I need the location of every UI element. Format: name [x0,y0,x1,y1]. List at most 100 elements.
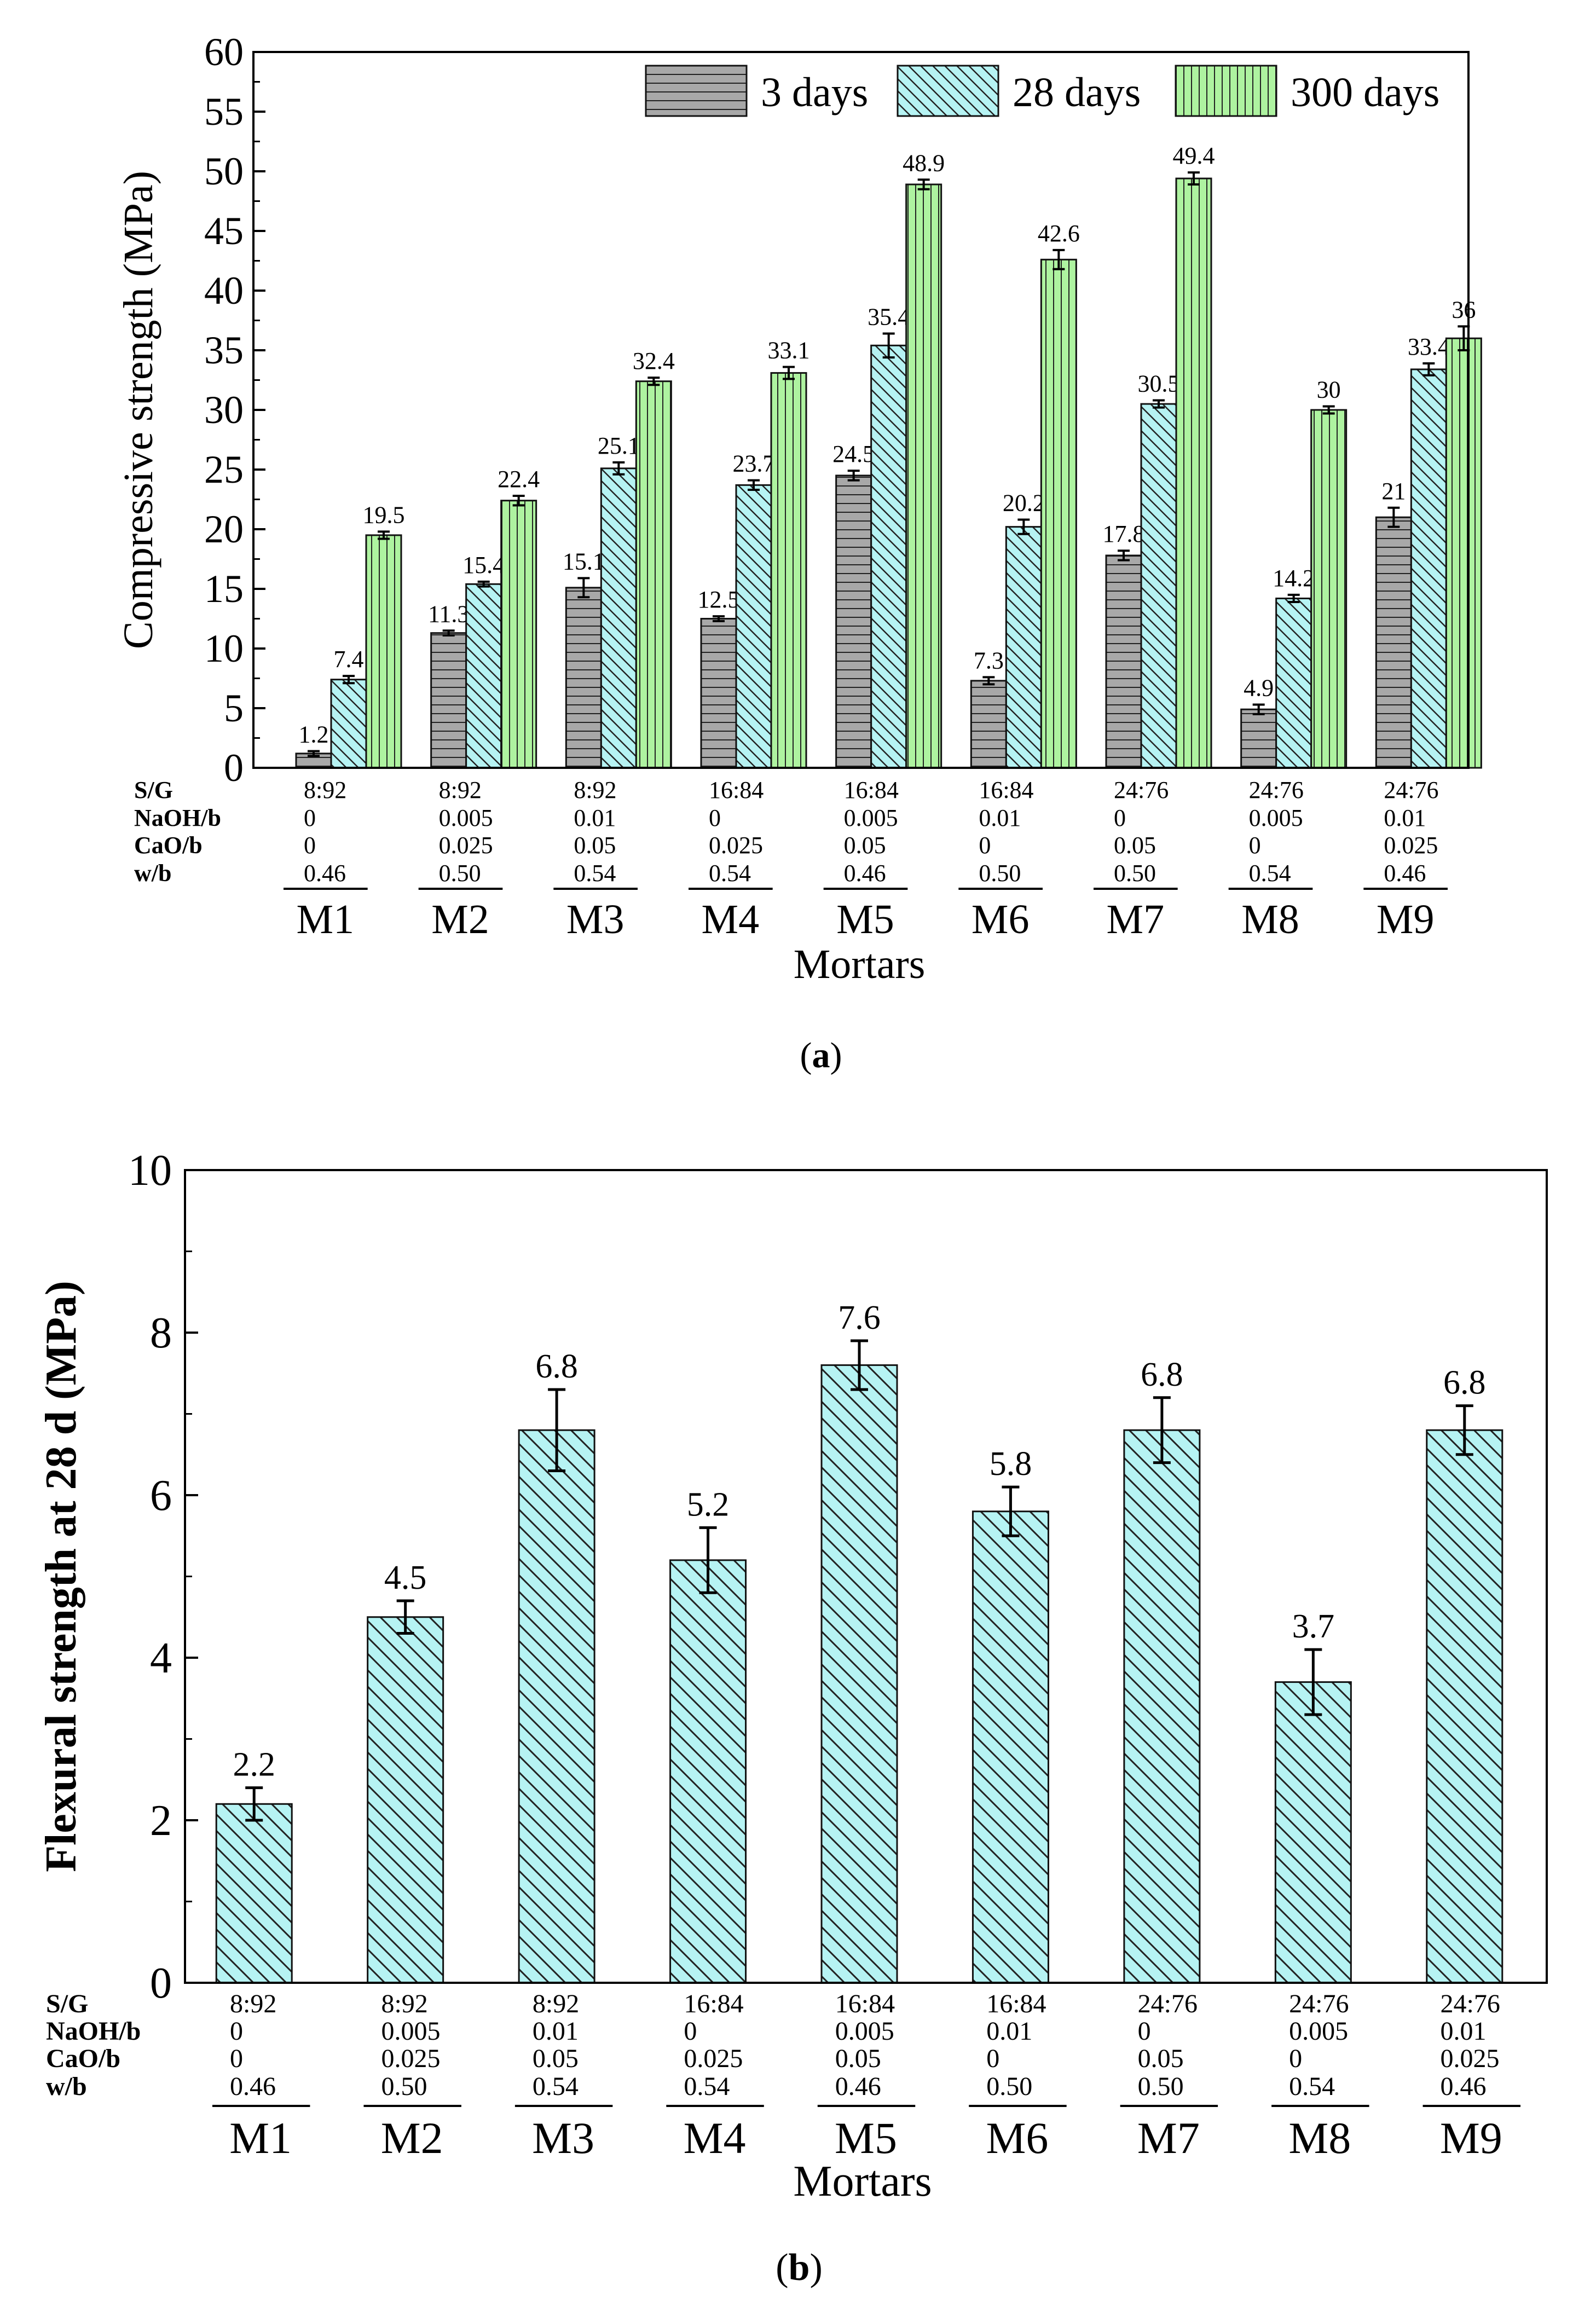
x-tick-label: M6 [986,2113,1048,2163]
param-value: 0 [304,804,316,831]
bar [835,474,872,769]
bar [1105,554,1142,769]
param-value: 0.005 [381,2017,440,2046]
y-tick-label: 8 [150,1309,172,1357]
data-label: 30.5 [1138,371,1180,397]
legend-label: 300 days [1291,70,1439,115]
param-value: 0.01 [574,804,616,831]
param-value: 0.05 [533,2044,579,2073]
param-value: 16:84 [709,777,764,803]
bar [430,632,467,769]
data-label: 1.2 [299,721,329,748]
data-label: 4.5 [384,1559,427,1596]
y-axis-label: Flexural strength at 28 d (MPa) [37,1281,85,1872]
data-label: 5.8 [990,1445,1032,1483]
x-axis-label: Mortars [794,941,926,987]
param-value: 0.50 [1138,2072,1184,2101]
data-label: 33.1 [768,337,810,364]
bar [970,680,1007,769]
panel-label-a: (a) [800,1035,842,1075]
param-value: 0 [979,832,991,859]
param-value: 24:76 [1441,1989,1500,2018]
param-value: 0.05 [1138,2044,1184,2073]
y-tick-label: 30 [204,388,244,432]
param-value: 24:76 [1384,777,1438,803]
param-value: 24:76 [1249,777,1304,803]
param-value: 0 [986,2044,999,2073]
param-value: 0 [230,2044,243,2073]
x-tick-label: M5 [835,2113,897,2163]
bar [1005,526,1042,769]
param-row-label: S/G [46,1989,88,2018]
param-value: 0.54 [1289,2072,1335,2101]
y-tick-label: 35 [204,328,244,372]
param-value: 0.025 [684,2044,743,2073]
bar [500,500,537,769]
bar [1375,516,1412,769]
bar [600,467,637,769]
bar [870,344,907,769]
param-value: 0.54 [1249,860,1291,887]
param-value: 16:84 [979,777,1033,803]
data-label: 32.4 [633,348,675,374]
param-value: 0.05 [835,2044,881,2073]
x-tick-label: M4 [702,896,760,942]
data-label: 5.2 [687,1486,730,1523]
bar [1240,708,1277,769]
data-label: 14.2 [1273,565,1315,592]
y-tick-label: 40 [204,269,244,312]
param-value: 8:92 [304,777,346,803]
x-tick-label: M4 [684,2113,746,2163]
data-label: 36 [1452,296,1476,323]
data-label: 6.8 [1141,1356,1183,1393]
param-row-label: CaO/b [46,2044,120,2073]
chart-a-layer: 1.2 7.4 19.5 11.3 15.4 22.4 15.1 25.1 32.4 12.5 23… [115,30,1482,1075]
y-tick-label: 4 [150,1634,172,1682]
bar [635,380,672,769]
x-tick-label: M3 [532,2113,594,2163]
data-label: 48.9 [903,149,945,176]
param-value: 8:92 [574,777,616,803]
x-tick-label: M1 [229,2113,292,2163]
bar [669,1559,747,1984]
bar [1123,1429,1201,1984]
param-value: 16:84 [844,777,899,803]
param-value: 0.005 [439,804,493,831]
y-tick-label: 6 [150,1472,172,1520]
param-value: 0 [304,832,316,859]
bar [330,679,367,769]
param-value: 0.46 [844,860,886,887]
y-axis-label: Compressive strength (MPa) [115,171,161,649]
param-value: 24:76 [1114,777,1169,803]
param-value: 8:92 [533,1989,579,2018]
chart-b-layer: 2.2 4.5 6.8 5.2 7.6 5.8 6.8 3.7 6.8 0 2 4 6 8 10 Flexur… [37,1147,1548,2289]
param-value: 0.50 [1114,860,1156,887]
data-label: 20.2 [1003,490,1045,517]
x-tick-label: M9 [1440,2113,1502,2163]
data-label: 17.8 [1103,520,1145,547]
data-label: 3.7 [1292,1608,1335,1645]
param-value: 8:92 [381,1989,427,2018]
param-value: 0 [1138,2017,1151,2046]
param-value: 0.01 [1441,2017,1487,2046]
x-tick-label: M2 [431,896,489,942]
y-tick-label: 20 [204,507,244,551]
param-value: 0 [684,2017,697,2046]
data-label: 7.6 [838,1299,881,1336]
bar [905,183,942,769]
param-row-label: NaOH/b [134,804,221,831]
param-value: 0.05 [574,832,616,859]
x-tick-label: M5 [836,896,894,942]
y-tick-label: 45 [204,209,244,253]
bar [1175,177,1212,769]
data-label: 49.4 [1173,142,1215,169]
param-value: 0.46 [835,2072,881,2101]
data-label: 6.8 [535,1348,578,1385]
param-row-label: NaOH/b [46,2017,141,2046]
data-label: 33.4 [1408,333,1450,360]
param-value: 8:92 [230,1989,276,2018]
bar [1140,403,1177,769]
bar [1410,368,1447,769]
param-value: 0.005 [1289,2017,1348,2046]
y-tick-label: 60 [204,30,244,74]
